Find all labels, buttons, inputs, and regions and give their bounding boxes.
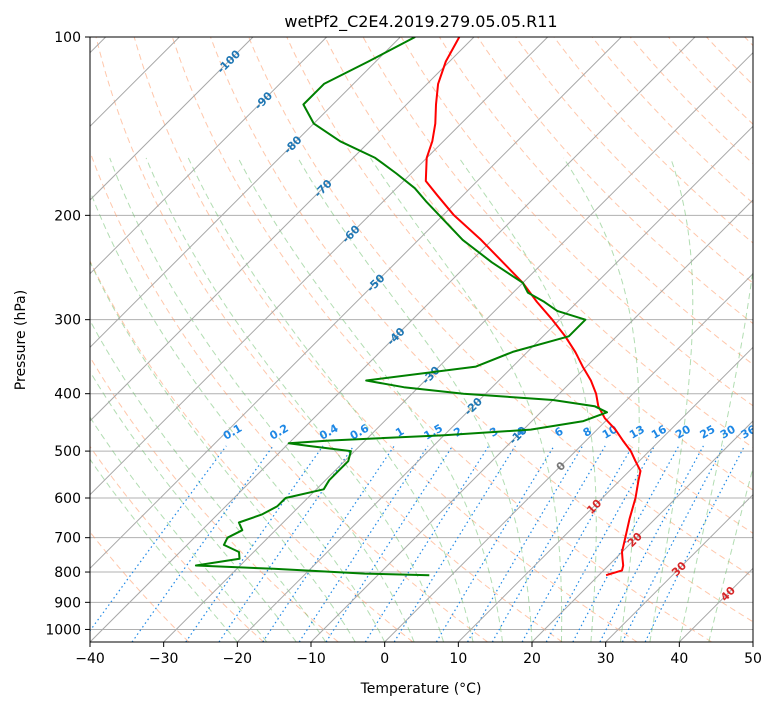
y-tick-label: 800 xyxy=(54,565,81,581)
mixing-ratio-line xyxy=(491,445,606,642)
dry-adiabat-line xyxy=(171,37,712,642)
temperature-line xyxy=(424,37,642,577)
moist-adiabat-line xyxy=(90,416,268,642)
y-tick-label: 500 xyxy=(54,444,81,460)
x-tick-label: 30 xyxy=(597,651,615,667)
isotherm-line xyxy=(90,37,549,496)
y-tick-label: 200 xyxy=(54,208,81,224)
isotherm-line xyxy=(236,125,753,642)
mixing-ratio-line xyxy=(572,445,680,642)
isotherm-line xyxy=(457,346,753,642)
moist-adiabat-line xyxy=(145,157,445,642)
isotherm-line xyxy=(90,37,475,422)
mixing-ratio-line xyxy=(435,445,555,642)
isotherm-line xyxy=(90,37,401,349)
mixing-ratio-label: 36 xyxy=(739,423,759,442)
moist-adiabat-line xyxy=(297,157,533,642)
y-axis-ticks: 100 200 300 400 500 600 700 800 900 1000 xyxy=(45,30,90,638)
moist-adiabat-line xyxy=(90,260,356,642)
isotherm-line xyxy=(310,199,753,642)
moist-adiabat-line xyxy=(678,265,753,642)
moist-adiabat-line xyxy=(187,157,474,642)
dewpoint-line xyxy=(194,37,608,577)
dry-adiabat-line xyxy=(90,259,414,642)
x-tick-label: 10 xyxy=(449,651,467,667)
dry-adiabat-line xyxy=(90,445,264,642)
isotherm-line xyxy=(605,493,753,642)
mixing-ratio-line xyxy=(364,445,490,642)
x-tick-label: −30 xyxy=(149,651,179,667)
moist-adiabat-line xyxy=(369,157,563,642)
isotherm-line xyxy=(90,37,254,201)
dry-adiabat-line xyxy=(248,37,753,578)
isotherm-line xyxy=(90,37,328,275)
dry-adiabat-line xyxy=(286,37,753,534)
x-tick-label: −10 xyxy=(296,651,326,667)
y-axis-title: Pressure (hPa) xyxy=(13,290,29,390)
mixing-ratio-line xyxy=(262,445,395,642)
isotherm-line xyxy=(90,37,696,642)
isotherm-line xyxy=(90,37,622,570)
y-tick-label: 400 xyxy=(54,387,81,403)
moist-adiabat-line xyxy=(109,157,415,642)
dry-adiabat-line xyxy=(95,37,563,642)
y-tick-label: 600 xyxy=(54,491,81,507)
y-tick-label: 100 xyxy=(54,30,81,46)
moist-adiabat-line xyxy=(458,157,597,642)
plot-frame xyxy=(89,36,754,643)
dry-adiabat-line xyxy=(210,37,753,623)
dry-adiabat-line xyxy=(133,37,638,642)
isotherm-line xyxy=(531,420,753,642)
x-tick-label: 20 xyxy=(523,651,541,667)
x-axis-title: Temperature (°C) xyxy=(360,681,482,697)
mixing-ratio-line xyxy=(298,445,429,642)
x-tick-label: 50 xyxy=(744,651,762,667)
mixing-ratio-line xyxy=(325,445,454,642)
x-tick-label: −40 xyxy=(75,651,105,667)
x-axis-ticks: −40 −30 −20 −10 0 10 20 30 40 50 xyxy=(75,642,762,667)
isotherm-line xyxy=(163,51,753,642)
chart-title: wetPf2_C2E4.2019.279.05.05.R11 xyxy=(284,12,557,32)
mixing-ratio-line xyxy=(466,445,584,642)
y-tick-label: 300 xyxy=(54,313,81,329)
mixing-ratio-line xyxy=(545,445,656,642)
x-tick-label: 40 xyxy=(670,651,688,667)
mixing-ratio-line xyxy=(521,445,634,642)
moist-adiabat-line xyxy=(90,189,386,642)
y-tick-label: 700 xyxy=(54,531,81,547)
gridlines xyxy=(90,37,753,630)
y-tick-label: 1000 xyxy=(45,622,81,638)
x-tick-label: −20 xyxy=(223,651,253,667)
dry-adiabat-line xyxy=(324,37,753,491)
moist-adiabat-line xyxy=(90,370,297,642)
isotherms xyxy=(90,37,753,642)
profile-series xyxy=(194,37,642,577)
moist-adiabat-line xyxy=(90,458,238,642)
x-tick-label: 0 xyxy=(380,651,389,667)
moist-adiabat-line xyxy=(90,319,327,642)
isotherm-line xyxy=(384,272,753,642)
dry-adiabat-line xyxy=(515,37,753,284)
y-tick-label: 900 xyxy=(54,595,81,611)
